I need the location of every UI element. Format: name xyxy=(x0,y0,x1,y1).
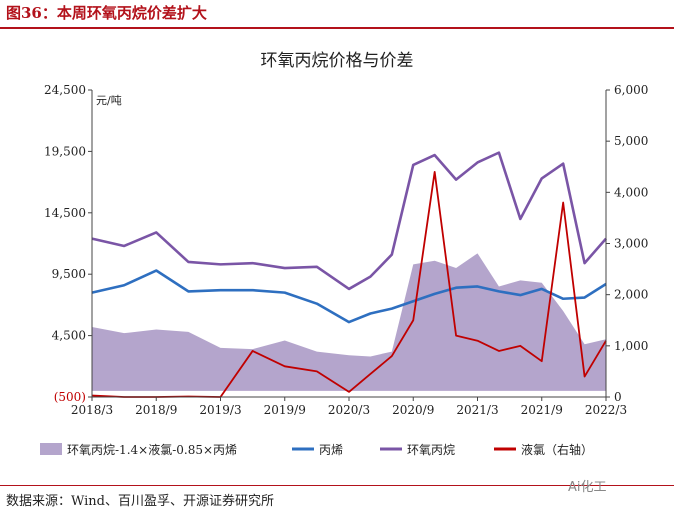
left-tick-label: 9,500 xyxy=(52,267,86,281)
legend-label: 环氧丙烷-1.4×液氯-0.85×丙烯 xyxy=(67,442,237,457)
x-tick-label: 2021/3 xyxy=(456,403,498,417)
legend-label: 丙烯 xyxy=(319,443,343,457)
bottom-rule xyxy=(0,485,674,486)
right-tick-label: 4,000 xyxy=(614,185,648,199)
x-tick-label: 2020/3 xyxy=(328,403,370,417)
source-note: 数据来源：Wind、百川盈孚、开源证券研究所 xyxy=(6,494,274,509)
watermark: Ai化工 xyxy=(568,480,607,495)
left-tick-label: 19,500 xyxy=(44,144,86,158)
legend-label: 液氯（右轴） xyxy=(521,442,593,457)
left-tick-label: (500) xyxy=(54,390,86,404)
right-tick-label: 2,000 xyxy=(614,288,648,302)
right-tick-label: 0 xyxy=(614,390,622,404)
x-tick-label: 2018/3 xyxy=(71,403,113,417)
right-tick-label: 3,000 xyxy=(614,237,648,251)
chart: 环氧丙烷价格与价差 元/吨 (500) 4,500 9,500 14,500 19,50… xyxy=(40,51,648,457)
series-line-0 xyxy=(91,269,607,324)
x-tick-label: 2021/9 xyxy=(521,403,563,417)
series-line-1 xyxy=(91,151,607,291)
figure-title: 图36：本周环氧丙烷价差扩大 xyxy=(6,4,207,22)
legend: 环氧丙烷-1.4×液氯-0.85×丙烯 丙烯 环氧丙烷 液氯（右轴） xyxy=(40,442,593,457)
right-tick-label: 5,000 xyxy=(614,134,648,148)
x-tick-label: 2019/3 xyxy=(199,403,241,417)
axes: (500) 4,500 9,500 14,500 19,500 24,500 0 1,000 2… xyxy=(44,83,648,417)
x-tick-label: 2022/3 xyxy=(585,403,627,417)
left-tick-label: 14,500 xyxy=(44,206,86,220)
x-tick-label: 2019/9 xyxy=(264,403,306,417)
left-unit-label: 元/吨 xyxy=(96,94,122,107)
top-rule xyxy=(0,27,674,29)
x-tick-label: 2018/9 xyxy=(135,403,177,417)
right-tick-label: 6,000 xyxy=(614,83,648,97)
legend-swatch xyxy=(40,443,62,455)
x-tick-label: 2020/9 xyxy=(392,403,434,417)
plot-area xyxy=(91,151,607,398)
left-tick-label: 24,500 xyxy=(44,83,86,97)
chart-title: 环氧丙烷价格与价差 xyxy=(261,51,414,71)
legend-label: 环氧丙烷 xyxy=(407,443,455,457)
right-tick-label: 1,000 xyxy=(614,339,648,353)
left-tick-label: 4,500 xyxy=(52,329,86,343)
